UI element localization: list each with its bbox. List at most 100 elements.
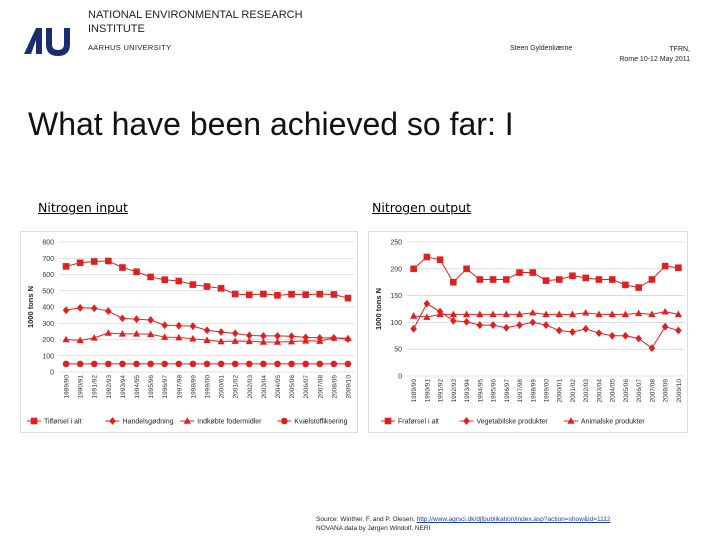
- y-tick-label: 400: [42, 305, 54, 312]
- data-point: [274, 332, 281, 340]
- data-point: [463, 317, 470, 326]
- data-point: [147, 273, 154, 281]
- data-point: [529, 269, 537, 276]
- data-point: [90, 258, 98, 265]
- x-tick-label: 1999/00: [544, 379, 551, 403]
- data-point: [436, 310, 444, 318]
- data-point: [542, 310, 550, 318]
- data-point: [260, 360, 267, 368]
- data-point: [203, 283, 211, 290]
- data-point: [569, 272, 576, 280]
- data-point: [344, 360, 352, 368]
- x-tick-label: 1992/93: [106, 375, 113, 399]
- data-point: [161, 321, 169, 330]
- x-tick-label: 1990/91: [78, 375, 85, 399]
- x-tick-label: 2002/03: [247, 375, 254, 399]
- x-tick-label: 1998/99: [190, 375, 197, 399]
- y-axis-label: 1000 tons N: [374, 288, 383, 330]
- data-point: [147, 316, 154, 324]
- data-point: [675, 326, 682, 335]
- data-point: [203, 336, 211, 343]
- y-axis-label: 1000 tons N: [26, 286, 35, 328]
- data-point: [245, 291, 253, 299]
- data-point: [217, 328, 225, 336]
- legend-marker: [463, 417, 470, 425]
- y-tick-label: 0: [398, 374, 402, 381]
- source-link[interactable]: http://www.agrsci.dk/djfpublikation/inde…: [416, 516, 611, 523]
- data-point: [119, 264, 126, 271]
- data-point: [231, 360, 239, 368]
- data-point: [203, 326, 211, 335]
- x-tick-label: 2001/02: [233, 375, 240, 399]
- data-point: [288, 291, 295, 298]
- x-tick-label: 1993/94: [120, 375, 127, 399]
- data-point: [410, 324, 417, 333]
- data-point: [622, 331, 629, 340]
- y-tick-label: 0: [50, 370, 54, 377]
- data-point: [529, 318, 537, 327]
- legend-label: Fraførsel i alt: [398, 419, 439, 426]
- data-point: [231, 337, 239, 344]
- x-tick-label: 1990/91: [424, 379, 431, 403]
- data-point: [175, 321, 183, 330]
- y-tick-label: 700: [42, 256, 54, 263]
- legend-marker: [30, 417, 38, 425]
- data-point: [608, 331, 616, 340]
- data-point: [274, 360, 281, 368]
- data-point: [260, 290, 267, 298]
- data-point: [661, 307, 669, 315]
- data-point: [104, 329, 112, 336]
- x-tick-label: 1995/96: [491, 379, 498, 403]
- x-tick-label: 1999/00: [205, 375, 212, 399]
- event-line-2: Rome 10-12 May 2011: [619, 56, 690, 63]
- data-point: [302, 337, 310, 344]
- data-point: [161, 333, 169, 340]
- data-point: [203, 360, 211, 368]
- x-tick-label: 2005/06: [623, 379, 630, 403]
- data-point: [132, 330, 141, 337]
- data-point: [489, 310, 497, 318]
- nitrogen-output-chart: 0 50 100 150 200 250 1000 tons N 1989/90 1990/91…: [369, 232, 687, 432]
- data-point: [635, 309, 643, 317]
- data-point: [436, 256, 444, 263]
- data-point: [316, 337, 324, 344]
- data-point: [217, 285, 225, 292]
- data-point: [542, 277, 550, 284]
- source-line-2: NOVANA data by Jørgen Windolf, NERI: [316, 525, 431, 532]
- data-point: [423, 253, 431, 261]
- data-point: [189, 334, 197, 342]
- data-point: [661, 322, 669, 331]
- data-point: [330, 291, 338, 298]
- data-point: [661, 262, 669, 270]
- data-point: [62, 335, 70, 343]
- data-point: [502, 276, 510, 283]
- data-point: [555, 276, 563, 283]
- x-tick-label: 1989/90: [411, 379, 418, 403]
- legend-marker: [109, 417, 116, 425]
- data-point: [133, 360, 140, 368]
- data-point: [529, 308, 537, 316]
- x-tick-label: 1993/94: [464, 379, 471, 403]
- legend-label: Indkøbte fodermidler: [197, 419, 262, 426]
- data-point: [105, 307, 112, 315]
- data-point: [260, 332, 267, 340]
- data-point: [259, 338, 267, 345]
- data-point: [245, 360, 253, 368]
- x-tick-label: 2008/09: [663, 379, 670, 403]
- data-point: [476, 321, 484, 329]
- data-point: [133, 315, 140, 324]
- university-name: AARHUS UNIVERSITY: [88, 43, 172, 52]
- legend-label: Handelsgødning: [123, 419, 174, 426]
- data-point: [516, 269, 523, 276]
- data-point: [555, 310, 563, 318]
- x-tick-label: 2006/07: [303, 375, 310, 399]
- y-tick-label: 800: [42, 240, 54, 247]
- data-point: [90, 360, 98, 368]
- data-point: [147, 330, 155, 338]
- y-tick-label: 600: [42, 272, 54, 279]
- data-point: [118, 330, 127, 337]
- data-point: [217, 337, 225, 345]
- data-point: [476, 276, 484, 283]
- x-tick-label: 1996/97: [504, 379, 511, 403]
- x-tick-label: 1996/97: [162, 375, 169, 399]
